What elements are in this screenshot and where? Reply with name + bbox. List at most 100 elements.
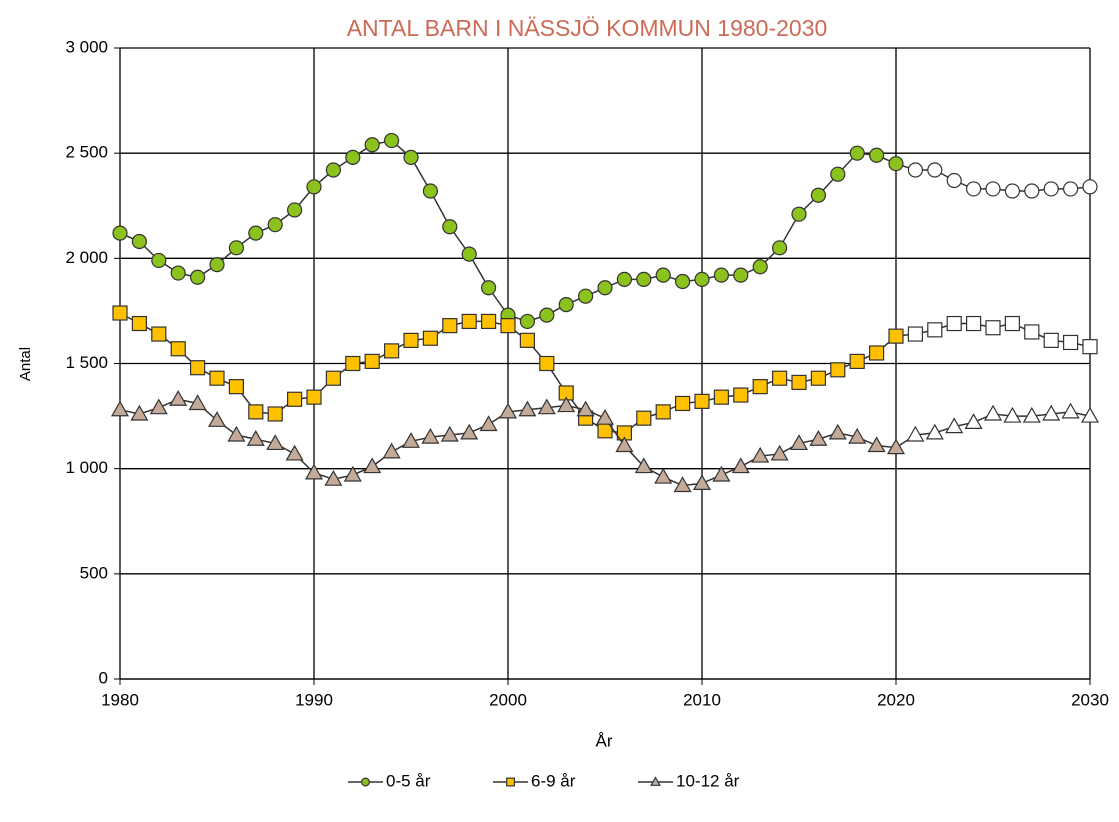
marker <box>363 457 382 474</box>
marker <box>830 166 846 182</box>
marker <box>985 320 1001 336</box>
legend-label: 10-12 år <box>676 771 740 790</box>
marker <box>287 391 303 407</box>
x-tick-label: 2000 <box>489 690 527 709</box>
marker <box>595 408 615 425</box>
marker <box>248 225 264 241</box>
chart-title: ANTAL BARN I NÄSSJÖ KOMMUN 1980-2030 <box>347 15 828 41</box>
marker <box>382 442 401 459</box>
marker <box>228 240 244 256</box>
marker <box>674 273 691 290</box>
marker <box>673 476 692 493</box>
x-tick-label: 1990 <box>295 690 333 709</box>
marker <box>481 313 497 330</box>
marker <box>791 374 807 391</box>
marker <box>867 436 886 453</box>
marker <box>752 259 768 275</box>
marker <box>461 246 477 262</box>
marker <box>188 394 207 411</box>
marker <box>906 425 925 442</box>
marker <box>965 315 982 332</box>
marker <box>1043 332 1059 348</box>
marker <box>868 147 885 163</box>
marker <box>925 423 944 440</box>
marker <box>888 328 904 344</box>
marker <box>151 252 167 269</box>
marker <box>830 362 846 378</box>
x-axis-label: År <box>596 731 613 750</box>
legend-label: 0-5 år <box>386 771 431 790</box>
marker <box>1022 406 1041 423</box>
marker <box>946 172 962 189</box>
marker <box>207 411 227 427</box>
marker <box>1003 406 1022 423</box>
marker <box>907 326 924 342</box>
marker <box>886 438 906 455</box>
marker <box>345 149 361 165</box>
marker <box>828 423 847 440</box>
marker <box>694 271 710 287</box>
y-tick-label: 1 500 <box>65 353 108 372</box>
marker <box>733 267 749 283</box>
marker <box>731 457 750 474</box>
marker <box>306 179 322 195</box>
marker <box>1024 183 1040 199</box>
marker <box>1004 183 1021 199</box>
marker <box>888 156 904 172</box>
marker <box>692 474 712 490</box>
marker <box>1043 181 1059 197</box>
marker <box>946 315 962 332</box>
marker <box>1004 315 1021 332</box>
marker <box>849 145 865 161</box>
marker <box>809 430 828 446</box>
marker <box>1062 181 1079 197</box>
marker <box>170 265 186 281</box>
marker <box>325 370 341 386</box>
marker <box>498 402 518 419</box>
marker <box>384 132 400 149</box>
marker <box>345 355 361 372</box>
marker <box>1080 406 1100 423</box>
marker <box>500 318 516 334</box>
y-tick-label: 2 500 <box>65 143 108 162</box>
marker <box>927 162 943 178</box>
marker <box>151 326 167 342</box>
marker <box>209 370 225 386</box>
marker <box>442 318 458 334</box>
marker <box>190 360 206 376</box>
y-tick-label: 1 000 <box>65 458 108 477</box>
marker <box>751 446 770 463</box>
marker <box>983 404 1003 421</box>
marker <box>287 202 303 218</box>
marker <box>848 427 867 444</box>
marker <box>752 379 768 395</box>
marker <box>615 436 634 453</box>
marker <box>384 343 400 359</box>
marker <box>650 776 661 786</box>
marker <box>364 137 380 153</box>
marker <box>324 469 343 486</box>
marker <box>479 415 498 432</box>
marker <box>1062 334 1079 351</box>
marker <box>810 187 827 203</box>
marker <box>557 396 576 413</box>
y-tick-label: 0 <box>99 668 108 687</box>
marker <box>577 288 594 304</box>
marker <box>421 427 440 444</box>
marker <box>461 313 477 330</box>
marker <box>907 162 924 178</box>
marker <box>597 280 613 296</box>
marker <box>576 400 595 417</box>
marker <box>518 400 537 417</box>
marker <box>770 444 789 461</box>
marker <box>519 332 536 348</box>
marker <box>654 467 673 484</box>
marker <box>130 404 149 421</box>
marker <box>442 219 458 235</box>
marker <box>655 267 671 283</box>
marker <box>403 332 419 348</box>
marker <box>112 305 128 321</box>
marker <box>460 423 479 440</box>
marker <box>964 413 983 429</box>
